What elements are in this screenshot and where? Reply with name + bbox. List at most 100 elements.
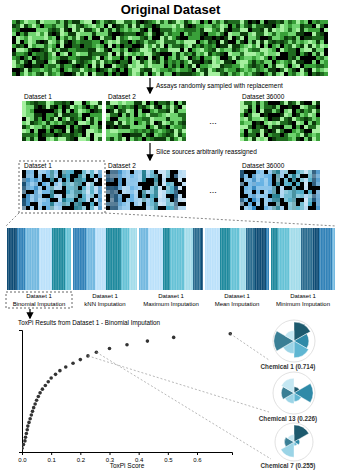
grid-cell <box>24 44 28 48</box>
grid-cell <box>108 44 112 48</box>
dataset-label: Dataset 1 <box>24 162 52 169</box>
grid-cell <box>176 72 180 76</box>
grid-cell <box>256 36 260 40</box>
grid-cell <box>120 40 124 44</box>
grid-cell <box>50 109 54 113</box>
grid-cell <box>58 198 62 202</box>
grid-cell <box>178 129 182 133</box>
grid-cell <box>142 129 146 133</box>
grid-cell <box>124 28 128 32</box>
grid-cell <box>236 28 240 32</box>
grid-cell <box>42 121 46 125</box>
grid-cell <box>160 56 164 60</box>
grid-cell <box>74 182 78 186</box>
grid-cell <box>316 105 320 109</box>
grid-cell <box>26 137 30 141</box>
grid-cell <box>160 72 164 76</box>
grid-cell <box>58 105 62 109</box>
grid-cell <box>256 105 260 109</box>
grid-cell <box>220 52 224 56</box>
grid-cell <box>304 52 308 56</box>
grid-cell <box>28 52 32 56</box>
grid-cell <box>16 68 20 72</box>
grid-cell <box>316 125 320 129</box>
grid-cell <box>30 178 34 182</box>
grid-cell <box>208 20 212 24</box>
grid-cell <box>70 190 74 194</box>
grid-cell <box>160 20 164 24</box>
grid-cell <box>100 72 104 76</box>
grid-cell <box>100 36 104 40</box>
grid-cell <box>304 20 308 24</box>
grid-cell <box>78 202 82 206</box>
grid-cell <box>208 52 212 56</box>
grid-cell <box>42 113 46 117</box>
grid-cell <box>172 28 176 32</box>
grid-cell <box>212 52 216 56</box>
grid-cell <box>152 60 156 64</box>
grid-cell <box>80 28 84 32</box>
grid-cell <box>34 190 38 194</box>
grid-cell <box>124 72 128 76</box>
grid-cell <box>240 64 244 68</box>
grid-cell <box>42 194 46 198</box>
grid-cell <box>280 109 284 113</box>
grid-cell <box>24 20 28 24</box>
grid-cell <box>30 206 34 210</box>
grid-cell <box>16 44 20 48</box>
grid-cell <box>64 40 68 44</box>
grid-cell <box>118 105 122 109</box>
grid-cell <box>86 186 90 190</box>
grid-cell <box>80 44 84 48</box>
grid-cell <box>260 36 264 40</box>
grid-cell <box>248 133 252 137</box>
grid-cell <box>180 44 184 48</box>
grid-cell <box>30 129 34 133</box>
grid-cell <box>54 129 58 133</box>
grid-cell <box>48 20 52 24</box>
grid-cell <box>84 40 88 44</box>
grid-cell <box>150 129 154 133</box>
grid-cell <box>220 48 224 52</box>
grid-cell <box>56 40 60 44</box>
grid-cell <box>244 109 248 113</box>
grid-cell <box>104 44 108 48</box>
grid-cell <box>30 121 34 125</box>
grid-cell <box>224 28 228 32</box>
grid-cell <box>120 36 124 40</box>
grid-cell <box>98 133 102 137</box>
grid-cell <box>122 113 126 117</box>
grid-cell <box>66 202 70 206</box>
grid-cell <box>24 24 28 28</box>
grid-cell <box>220 64 224 68</box>
grid-cell <box>312 28 316 32</box>
grid-cell <box>174 133 178 137</box>
grid-cell <box>240 52 244 56</box>
grid-cell <box>114 105 118 109</box>
grid-cell <box>78 194 82 198</box>
grid-cell <box>54 125 58 129</box>
grid-cell <box>200 60 204 64</box>
grid-cell <box>312 101 316 105</box>
grid-cell <box>208 64 212 68</box>
grid-cell <box>228 72 232 76</box>
grid-cell <box>188 28 192 32</box>
grid-cell <box>284 129 288 133</box>
grid-cell <box>78 117 82 121</box>
ellipsis: ... <box>209 116 217 126</box>
grid-cell <box>120 72 124 76</box>
grid-cell <box>280 72 284 76</box>
grid-cell <box>184 52 188 56</box>
grid-cell <box>58 202 62 206</box>
grid-cell <box>292 129 296 133</box>
grid-cell <box>150 137 154 141</box>
grid-cell <box>304 125 308 129</box>
grid-cell <box>152 24 156 28</box>
grid-cell <box>256 72 260 76</box>
grid-cell <box>24 68 28 72</box>
grid-cell <box>66 129 70 133</box>
grid-cell <box>76 68 80 72</box>
grid-cell <box>62 109 66 113</box>
grid-cell <box>284 52 288 56</box>
grid-cell <box>84 64 88 68</box>
